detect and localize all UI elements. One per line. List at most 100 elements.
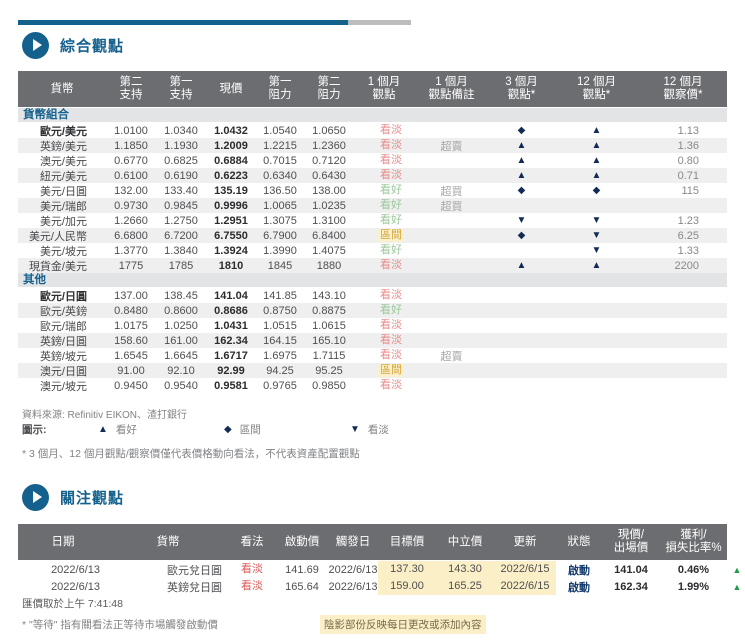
column-header: 觸發日 (335, 535, 371, 548)
support-1: 1.1930 (164, 139, 198, 152)
table-row: 澳元/日圓 91.00 92.10 92.99 94.25 95.25 區間 (18, 363, 727, 378)
watchlist-table-header-row: 日期 貨幣 看法 啟動價 觸發日 目標價 中立價 更新 狀態 現價/ 出場價 獲利/ 損失比率% (18, 524, 727, 561)
current-price: 1.6717 (214, 349, 248, 362)
legend-item-label: 看好 (115, 424, 137, 436)
resistance-1: 1.3990 (263, 244, 297, 257)
view-3m-icon: ▼ (516, 215, 527, 226)
view-1m-cell: 看好 (354, 304, 414, 317)
support-2: 1.0175 (114, 319, 148, 332)
currency-pair: 英鎊/美元 (39, 140, 87, 153)
currency-pair: 英鎊/日圓 (39, 335, 87, 348)
support-1: 1.2750 (164, 214, 198, 227)
resistance-1: 1.6975 (263, 349, 297, 362)
resistance-2: 165.10 (312, 334, 346, 347)
support-1: 0.6190 (164, 169, 198, 182)
resistance-2: 1880 (316, 259, 342, 272)
trigger-date: 2022/6/13 (328, 580, 378, 593)
column-header: 日期 (51, 535, 75, 548)
view-1m-cell: 看淡 (354, 319, 414, 332)
resistance-1: 1.0540 (263, 124, 297, 137)
profit-loss-ratio: 0.46% (677, 563, 710, 576)
target-price: 137.30 (378, 561, 436, 578)
view-12m-icon: ◆ (592, 185, 601, 196)
column-header: 更新 (513, 535, 537, 548)
table-row: 美元/人民幣 6.6800 6.7200 6.7550 6.7900 6.840… (18, 228, 727, 243)
support-2: 1.2660 (114, 214, 148, 227)
view-1m-cell: 看淡 (354, 259, 414, 272)
table-row: 英鎊/美元 1.1850 1.1930 1.2009 1.2215 1.2360… (18, 138, 727, 153)
legend-item: ◆ 區間 (224, 422, 350, 437)
view-3m-icon: ◆ (517, 185, 526, 196)
current-price: 6.7550 (214, 229, 248, 242)
update-date: 2022/6/15 (494, 561, 556, 578)
view-3m-icon: ◆ (517, 230, 526, 241)
watch-price-12m: 6.25 (677, 229, 699, 242)
currency-pair: 澳元/坡元 (39, 380, 87, 393)
current-or-exit-price: 162.34 (614, 580, 648, 593)
watch-price-12m: 1.13 (677, 124, 699, 137)
currency-pair: 歐元/日圓 (39, 290, 87, 303)
overview-table-header-row: 貨幣 第二 支持 第一 支持 現價 第一 阻力 第二 阻力 1 個月 觀點 1 個月 觀點備註… (18, 71, 727, 108)
watch-price-12m: 2200 (674, 259, 699, 272)
view-1m-tag: 看淡 (380, 334, 402, 346)
column-header: 12 個月 觀點* (577, 76, 616, 101)
resistance-1: 164.15 (263, 334, 297, 347)
support-1: 0.6825 (164, 154, 198, 167)
view-3m-icon: ◆ (517, 125, 526, 136)
view-1m-tag: 區間 (378, 364, 404, 377)
watch-price-12m: 115 (681, 184, 699, 197)
view-1m-tag: 看淡 (380, 169, 402, 181)
profit-loss-ratio: 1.99% (677, 580, 710, 593)
section-header-overview: 綜合觀點 (22, 31, 124, 59)
column-header: 狀態 (567, 535, 591, 548)
resistance-2: 6.8400 (312, 229, 346, 242)
update-date: 2022/6/15 (494, 578, 556, 595)
progress-fill (18, 20, 348, 25)
view-1m-cell: 看淡 (354, 154, 414, 167)
view-12m-icon: ▲ (591, 140, 602, 151)
view-1m-tag: 看淡 (380, 139, 402, 151)
support-2: 0.8480 (114, 304, 148, 317)
resistance-2: 0.9850 (312, 379, 346, 392)
table-row: 2022/6/13 歐元兌日圓 看淡 141.69 2022/6/13 137.… (18, 561, 741, 578)
status-badge: 啟動 (568, 564, 590, 577)
view-1m-tag: 看淡 (380, 349, 402, 361)
table-row: 美元/坡元 1.3770 1.3840 1.3924 1.3990 1.4075… (18, 243, 727, 258)
shade-footnote: 陰影部份反映每日更改或添加內容 (320, 615, 486, 634)
current-price: 1.0432 (214, 124, 248, 137)
column-header: 中立價 (447, 535, 483, 548)
progress-bar (18, 20, 411, 25)
currency-pair: 英鎊/坡元 (39, 350, 87, 363)
support-2: 6.6800 (114, 229, 148, 242)
resistance-1: 136.50 (263, 184, 297, 197)
table-row: 澳元/美元 0.6770 0.6825 0.6884 0.7015 0.7120… (18, 153, 727, 168)
data-source: 資料來源: Refinitiv EIKON、渣打銀行 (22, 410, 188, 421)
support-2: 1.3770 (114, 244, 148, 257)
resistance-1: 1.0065 (263, 199, 297, 212)
currency-pair: 紐元/美元 (39, 170, 87, 183)
support-2: 0.9730 (114, 199, 148, 212)
support-2: 132.00 (114, 184, 148, 197)
support-2: 1.1850 (114, 139, 148, 152)
column-header: 貨幣 (50, 82, 74, 95)
legend-label: 圖示: (22, 424, 47, 436)
view-1m-cell: 看好 (354, 184, 414, 197)
currency-pair: 澳元/美元 (39, 155, 87, 168)
column-header: 看法 (240, 535, 264, 548)
resistance-1: 1845 (267, 259, 293, 272)
view-1m-cell: 看淡 (354, 334, 414, 347)
view-1m-note: 超買 (440, 185, 463, 198)
play-icon[interactable] (22, 31, 49, 59)
support-1: 0.9845 (164, 199, 198, 212)
rate-timestamp: 匯價取於上午 7:41:48 (22, 598, 123, 610)
watchlist-table: 日期 貨幣 看法 啟動價 觸發日 目標價 中立價 更新 狀態 現價/ 出場價 獲利/ 損失比率% 2… (18, 524, 741, 595)
column-header: 啟動價 (284, 535, 320, 548)
support-2: 1.6545 (114, 349, 148, 362)
table-row: 美元/日圓 132.00 133.40 135.19 136.50 138.00… (18, 183, 727, 198)
entry-date: 2022/6/13 (51, 580, 100, 593)
watchlist-rows: 2022/6/13 歐元兌日圓 看淡 141.69 2022/6/13 137.… (18, 561, 741, 595)
view-1m-note: 超賣 (440, 140, 463, 153)
resistance-2: 95.25 (315, 364, 343, 377)
view-1m-tag: 看淡 (380, 289, 402, 301)
play-icon[interactable] (22, 483, 49, 511)
